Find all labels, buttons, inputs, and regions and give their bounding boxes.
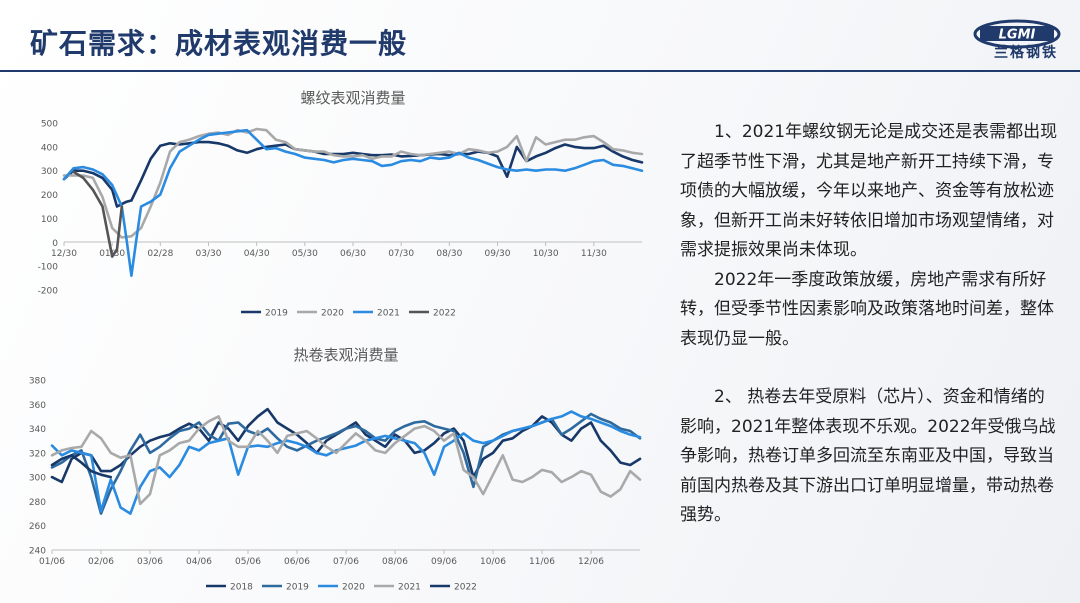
y-tick-label: 240 — [29, 547, 46, 557]
y-tick-label: 500 — [41, 120, 58, 130]
x-tick-label: 08/06 — [382, 557, 408, 567]
x-tick-label: 01/06 — [39, 557, 65, 567]
x-tick-label: 05/30 — [292, 249, 318, 259]
x-tick-label: 02/06 — [88, 557, 114, 567]
legend-label-2020: 2020 — [342, 583, 365, 593]
series-line-2022 — [72, 170, 124, 258]
x-tick-label: 11/30 — [581, 249, 607, 259]
logo-text: 兰格钢铁 — [994, 45, 1058, 61]
x-tick-label: 09/06 — [431, 557, 457, 567]
x-tick-label: 04/30 — [244, 249, 270, 259]
y-tick-label: -100 — [38, 263, 59, 273]
analysis-paragraph-3: 2、 热卷去年受原料（芯片）、资金和情绪的影响，2021年整体表现不乐观。202… — [680, 387, 1056, 525]
legend-label-2021: 2021 — [398, 583, 421, 593]
legend-label-2022: 2022 — [433, 309, 456, 319]
y-tick-label: 400 — [41, 143, 58, 153]
x-tick-label: 09/30 — [485, 249, 511, 259]
analysis-text: 1、2021年螺纹钢无论是成交还是表需都出现了超季节性下滑，尤其是地产新开工持续… — [680, 118, 1058, 531]
x-tick-label: 02/28 — [147, 249, 173, 259]
title-divider — [0, 70, 1080, 72]
chart-title: 螺纹表观消费量 — [300, 89, 405, 107]
y-tick-label: 340 — [29, 425, 46, 435]
x-tick-label: 07/06 — [333, 557, 359, 567]
series-line-2020 — [50, 410, 642, 515]
y-tick-label: 300 — [41, 167, 58, 177]
y-tick-label: 260 — [29, 522, 46, 532]
y-tick-label: 200 — [41, 191, 58, 201]
logo-icon: LGMI — [973, 19, 1061, 49]
x-tick-label: 03/30 — [196, 249, 222, 259]
y-tick-label: 280 — [29, 498, 46, 508]
legend-label-2022: 2022 — [454, 583, 477, 593]
x-tick-label: 03/06 — [137, 557, 163, 567]
x-tick-label: 07/30 — [388, 249, 414, 259]
series-line-2022 — [50, 454, 113, 479]
series-line-2021 — [62, 128, 644, 277]
legend-label-2021: 2021 — [377, 309, 400, 319]
x-tick-label: 12/06 — [578, 557, 604, 567]
x-tick-label: 08/30 — [436, 249, 462, 259]
analysis-paragraph-2: 2022年一季度政策放缓，房地产需求有所好转，但受季节性因素影响及政策落地时间差… — [680, 269, 1054, 349]
x-tick-label: 06/06 — [284, 557, 310, 567]
legend-label-2018: 2018 — [230, 583, 253, 593]
y-tick-label: 380 — [29, 377, 46, 387]
y-tick-label: 300 — [29, 474, 46, 484]
y-tick-label: -200 — [38, 287, 59, 297]
legend-label-2019: 2019 — [286, 583, 309, 593]
series-line-2019 — [62, 140, 644, 208]
x-tick-label: 05/06 — [235, 557, 261, 567]
legend-label-2020: 2020 — [321, 309, 344, 319]
x-tick-label: 11/06 — [529, 557, 555, 567]
page-title: 矿石需求：成材表观消费一般 — [30, 27, 408, 60]
legend-label-2019: 2019 — [265, 309, 288, 319]
series-line-2020 — [62, 127, 644, 239]
y-tick-label: 320 — [29, 449, 46, 459]
y-tick-label: 100 — [41, 215, 58, 225]
chart-title: 热卷表观消费量 — [293, 346, 398, 364]
y-tick-label: 0 — [52, 239, 58, 249]
x-tick-label: 06/30 — [340, 249, 366, 259]
x-tick-label: 10/30 — [533, 249, 559, 259]
x-tick-label: 10/06 — [480, 557, 506, 567]
x-tick-label: 12/30 — [51, 249, 77, 259]
analysis-paragraph-1: 1、2021年螺纹钢无论是成交还是表需都出现了超季节性下滑，尤其是地产新开工持续… — [680, 122, 1058, 260]
x-tick-label: 04/06 — [186, 557, 212, 567]
series-line-2021 — [50, 415, 642, 506]
logo-mark: LGMI — [999, 28, 1036, 43]
y-tick-label: 360 — [29, 401, 46, 411]
